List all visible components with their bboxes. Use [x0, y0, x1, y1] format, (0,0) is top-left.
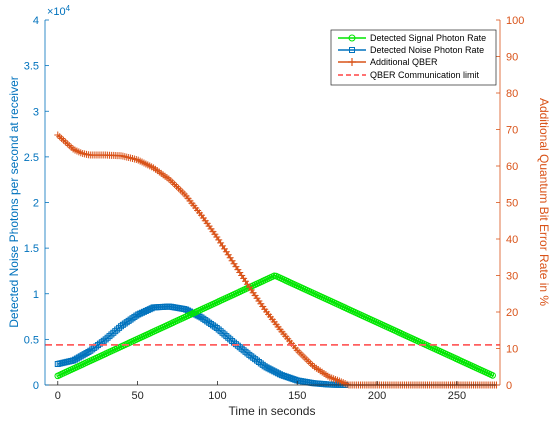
data-point — [263, 364, 270, 371]
legend-marker-signal — [348, 34, 356, 42]
y-left-tick-label: 0 — [33, 380, 39, 392]
data-point — [110, 329, 117, 336]
y-left-tick-label: 4 — [33, 15, 39, 27]
data-point — [108, 331, 115, 338]
data-point — [142, 307, 149, 314]
data-point — [219, 329, 226, 336]
data-point — [116, 324, 123, 331]
data-point — [269, 367, 276, 374]
x-tick-label: 50 — [131, 390, 143, 402]
y-right-tick-label: 50 — [506, 198, 518, 210]
data-point — [238, 345, 245, 352]
data-point — [135, 311, 142, 318]
legend: Detected Signal Photon Rate Detected Noi… — [330, 29, 497, 86]
legend-label-signal: Detected Signal Photon Rate — [370, 33, 486, 43]
x-axis-label: Time in seconds — [229, 404, 316, 418]
data-point — [100, 337, 107, 344]
y-left-tick-label: 3 — [33, 106, 39, 118]
series-layer — [45, 131, 500, 389]
y-axis-left-label: Detected Noise Photons per second at rec… — [7, 76, 21, 327]
y-left-tick-label: 3.5 — [24, 61, 39, 73]
axes-layer: 0 50 100 150 200 25000.511.522.533.5401020304… — [24, 15, 525, 402]
data-point — [280, 372, 287, 379]
data-point — [240, 347, 247, 354]
y-right-tick-label: 0 — [506, 380, 512, 392]
data-point — [288, 375, 295, 382]
y-right-tick-label: 70 — [506, 125, 518, 137]
data-point — [114, 326, 121, 333]
data-point — [144, 307, 151, 314]
data-point — [223, 333, 230, 340]
data-point — [104, 334, 111, 341]
data-point — [112, 328, 119, 335]
y-left-tick-label: 2.5 — [24, 152, 39, 164]
data-point — [70, 357, 77, 364]
legend-marker-noise — [349, 47, 355, 53]
data-point — [489, 372, 496, 379]
x-tick-label: 100 — [208, 390, 226, 402]
data-point — [213, 324, 220, 331]
data-point — [292, 376, 299, 383]
x-tick-label: 200 — [368, 390, 386, 402]
data-point — [215, 326, 222, 333]
legend-item-qber: Additional QBER — [338, 57, 438, 67]
y-right-tick-label: 40 — [506, 234, 518, 246]
data-point — [271, 368, 278, 375]
data-point — [278, 372, 285, 379]
data-point — [183, 306, 190, 313]
data-point — [273, 369, 280, 376]
legend-item-limit: QBER Communication limit — [338, 70, 480, 80]
data-point — [139, 309, 146, 316]
data-point — [140, 308, 147, 315]
y-axis-right-label: Additional Quantum Bit Error Rate in % — [537, 98, 550, 306]
legend-label-qber: Additional QBER — [370, 57, 438, 67]
y-right-tick-label: 80 — [506, 88, 518, 100]
legend-label-limit: QBER Communication limit — [370, 70, 480, 80]
data-point — [236, 344, 243, 351]
data-point — [221, 331, 228, 338]
data-point — [102, 336, 109, 343]
data-point — [225, 334, 232, 341]
y-right-tick-label: 30 — [506, 271, 518, 283]
legend-item-noise: Detected Noise Photon Rate — [338, 45, 484, 55]
x-tick-label: 0 — [55, 390, 61, 402]
data-point — [242, 348, 249, 355]
data-point — [275, 370, 282, 377]
data-point — [106, 333, 113, 340]
y-left-tick-label: 1.5 — [24, 243, 39, 255]
y-right-tick-label: 90 — [506, 52, 518, 64]
data-point — [265, 365, 272, 372]
y-left-tick-label: 1 — [33, 289, 39, 301]
y-axis-left-exponent: ×104 — [47, 4, 71, 18]
legend-label-noise: Detected Noise Photon Rate — [370, 45, 484, 55]
y-left-tick-label: 0.5 — [24, 334, 39, 346]
data-point — [282, 373, 289, 380]
data-point — [217, 328, 224, 335]
data-point — [290, 376, 297, 383]
data-point — [267, 366, 274, 373]
x-tick-label: 150 — [288, 390, 306, 402]
x-tick-label: 250 — [448, 390, 466, 402]
data-point — [277, 371, 284, 378]
data-point — [229, 338, 236, 345]
legend-marker-qber — [348, 58, 356, 66]
y-left-tick-label: 2 — [33, 198, 39, 210]
y-right-tick-label: 20 — [506, 307, 518, 319]
data-point — [146, 306, 153, 313]
data-point — [148, 305, 155, 312]
data-point — [181, 306, 188, 313]
y-right-tick-label: 10 — [506, 344, 518, 356]
legend-item-signal: Detected Signal Photon Rate — [338, 33, 486, 43]
data-point — [286, 374, 293, 381]
y-right-tick-label: 60 — [506, 161, 518, 173]
data-point — [137, 310, 144, 317]
series-line — [57, 305, 346, 386]
data-point — [284, 374, 291, 381]
data-point — [227, 336, 234, 343]
y-right-tick-label: 100 — [506, 15, 524, 27]
